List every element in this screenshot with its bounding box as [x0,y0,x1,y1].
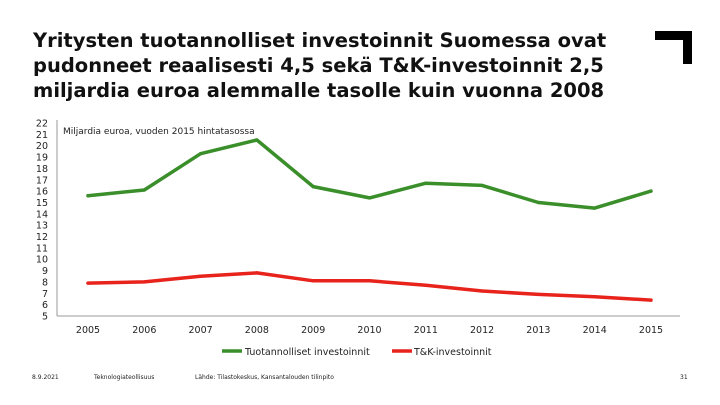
data-point [424,283,428,287]
series-line-1 [86,271,653,302]
data-point [367,279,372,283]
x-tick-label: 2009 [301,325,325,336]
data-point [199,274,203,278]
chart-subtitle: Miljardia euroa, vuoden 2015 hintatasoss… [63,127,255,137]
data-point [255,138,259,142]
footer-page-number: 31 [680,374,688,381]
y-tick-label: 22 [36,119,48,130]
y-tick-label: 8 [42,277,48,288]
x-tick-label: 2007 [189,325,213,336]
footer-date: 8.9.2021 [32,374,59,381]
data-point [480,289,484,293]
y-tick-label: 14 [36,209,48,220]
x-tick-label: 2006 [132,325,156,336]
legend-label: Tuotannolliset investoinnit [244,347,370,358]
data-point [536,292,541,297]
footer-organization: Teknologiateollisuus [94,374,155,381]
y-tick-label: 11 [36,243,48,254]
data-point [86,194,90,198]
data-point [142,280,146,284]
x-tick-label: 2014 [583,325,607,336]
data-point [649,189,653,193]
data-point [424,181,428,185]
y-tick-label: 15 [36,198,48,209]
y-tick-label: 9 [42,266,48,277]
data-point [86,281,90,285]
y-tick-label: 21 [36,130,48,141]
legend-label: T&K-investoinnit [413,347,492,358]
y-tick-label: 18 [36,164,48,175]
corner-logo [655,31,692,64]
y-tick-label: 19 [36,153,48,164]
data-point [142,188,146,192]
y-tick-label: 6 [42,300,48,311]
data-point [593,206,597,210]
y-tick-label: 17 [36,175,48,186]
data-point [255,271,259,275]
y-tick-label: 5 [42,312,48,323]
x-tick-label: 2005 [76,325,100,336]
data-point [536,200,541,205]
y-tick-label: 10 [36,255,48,266]
y-tick-label: 12 [36,232,48,243]
x-tick-label: 2008 [245,325,269,336]
y-tick-label: 7 [42,289,48,300]
x-tick-label: 2015 [639,325,663,336]
data-point [311,184,315,189]
x-tick-label: 2010 [357,325,381,336]
data-point [649,298,653,302]
data-point [480,183,484,188]
x-tick-label: 2011 [414,325,438,336]
data-point [593,295,597,299]
slide-title: Yritysten tuotannolliset investoinnit Su… [33,29,607,102]
data-point [199,152,203,156]
y-tick-label: 13 [36,221,48,232]
data-point [311,279,315,283]
x-tick-label: 2012 [470,325,494,336]
y-tick-label: 16 [36,187,48,198]
x-tick-label: 2013 [526,325,550,336]
data-point [367,196,372,200]
footer-source: Lähde: Tilastokeskus, Kansantalouden til… [195,374,334,381]
y-tick-label: 20 [36,141,48,152]
